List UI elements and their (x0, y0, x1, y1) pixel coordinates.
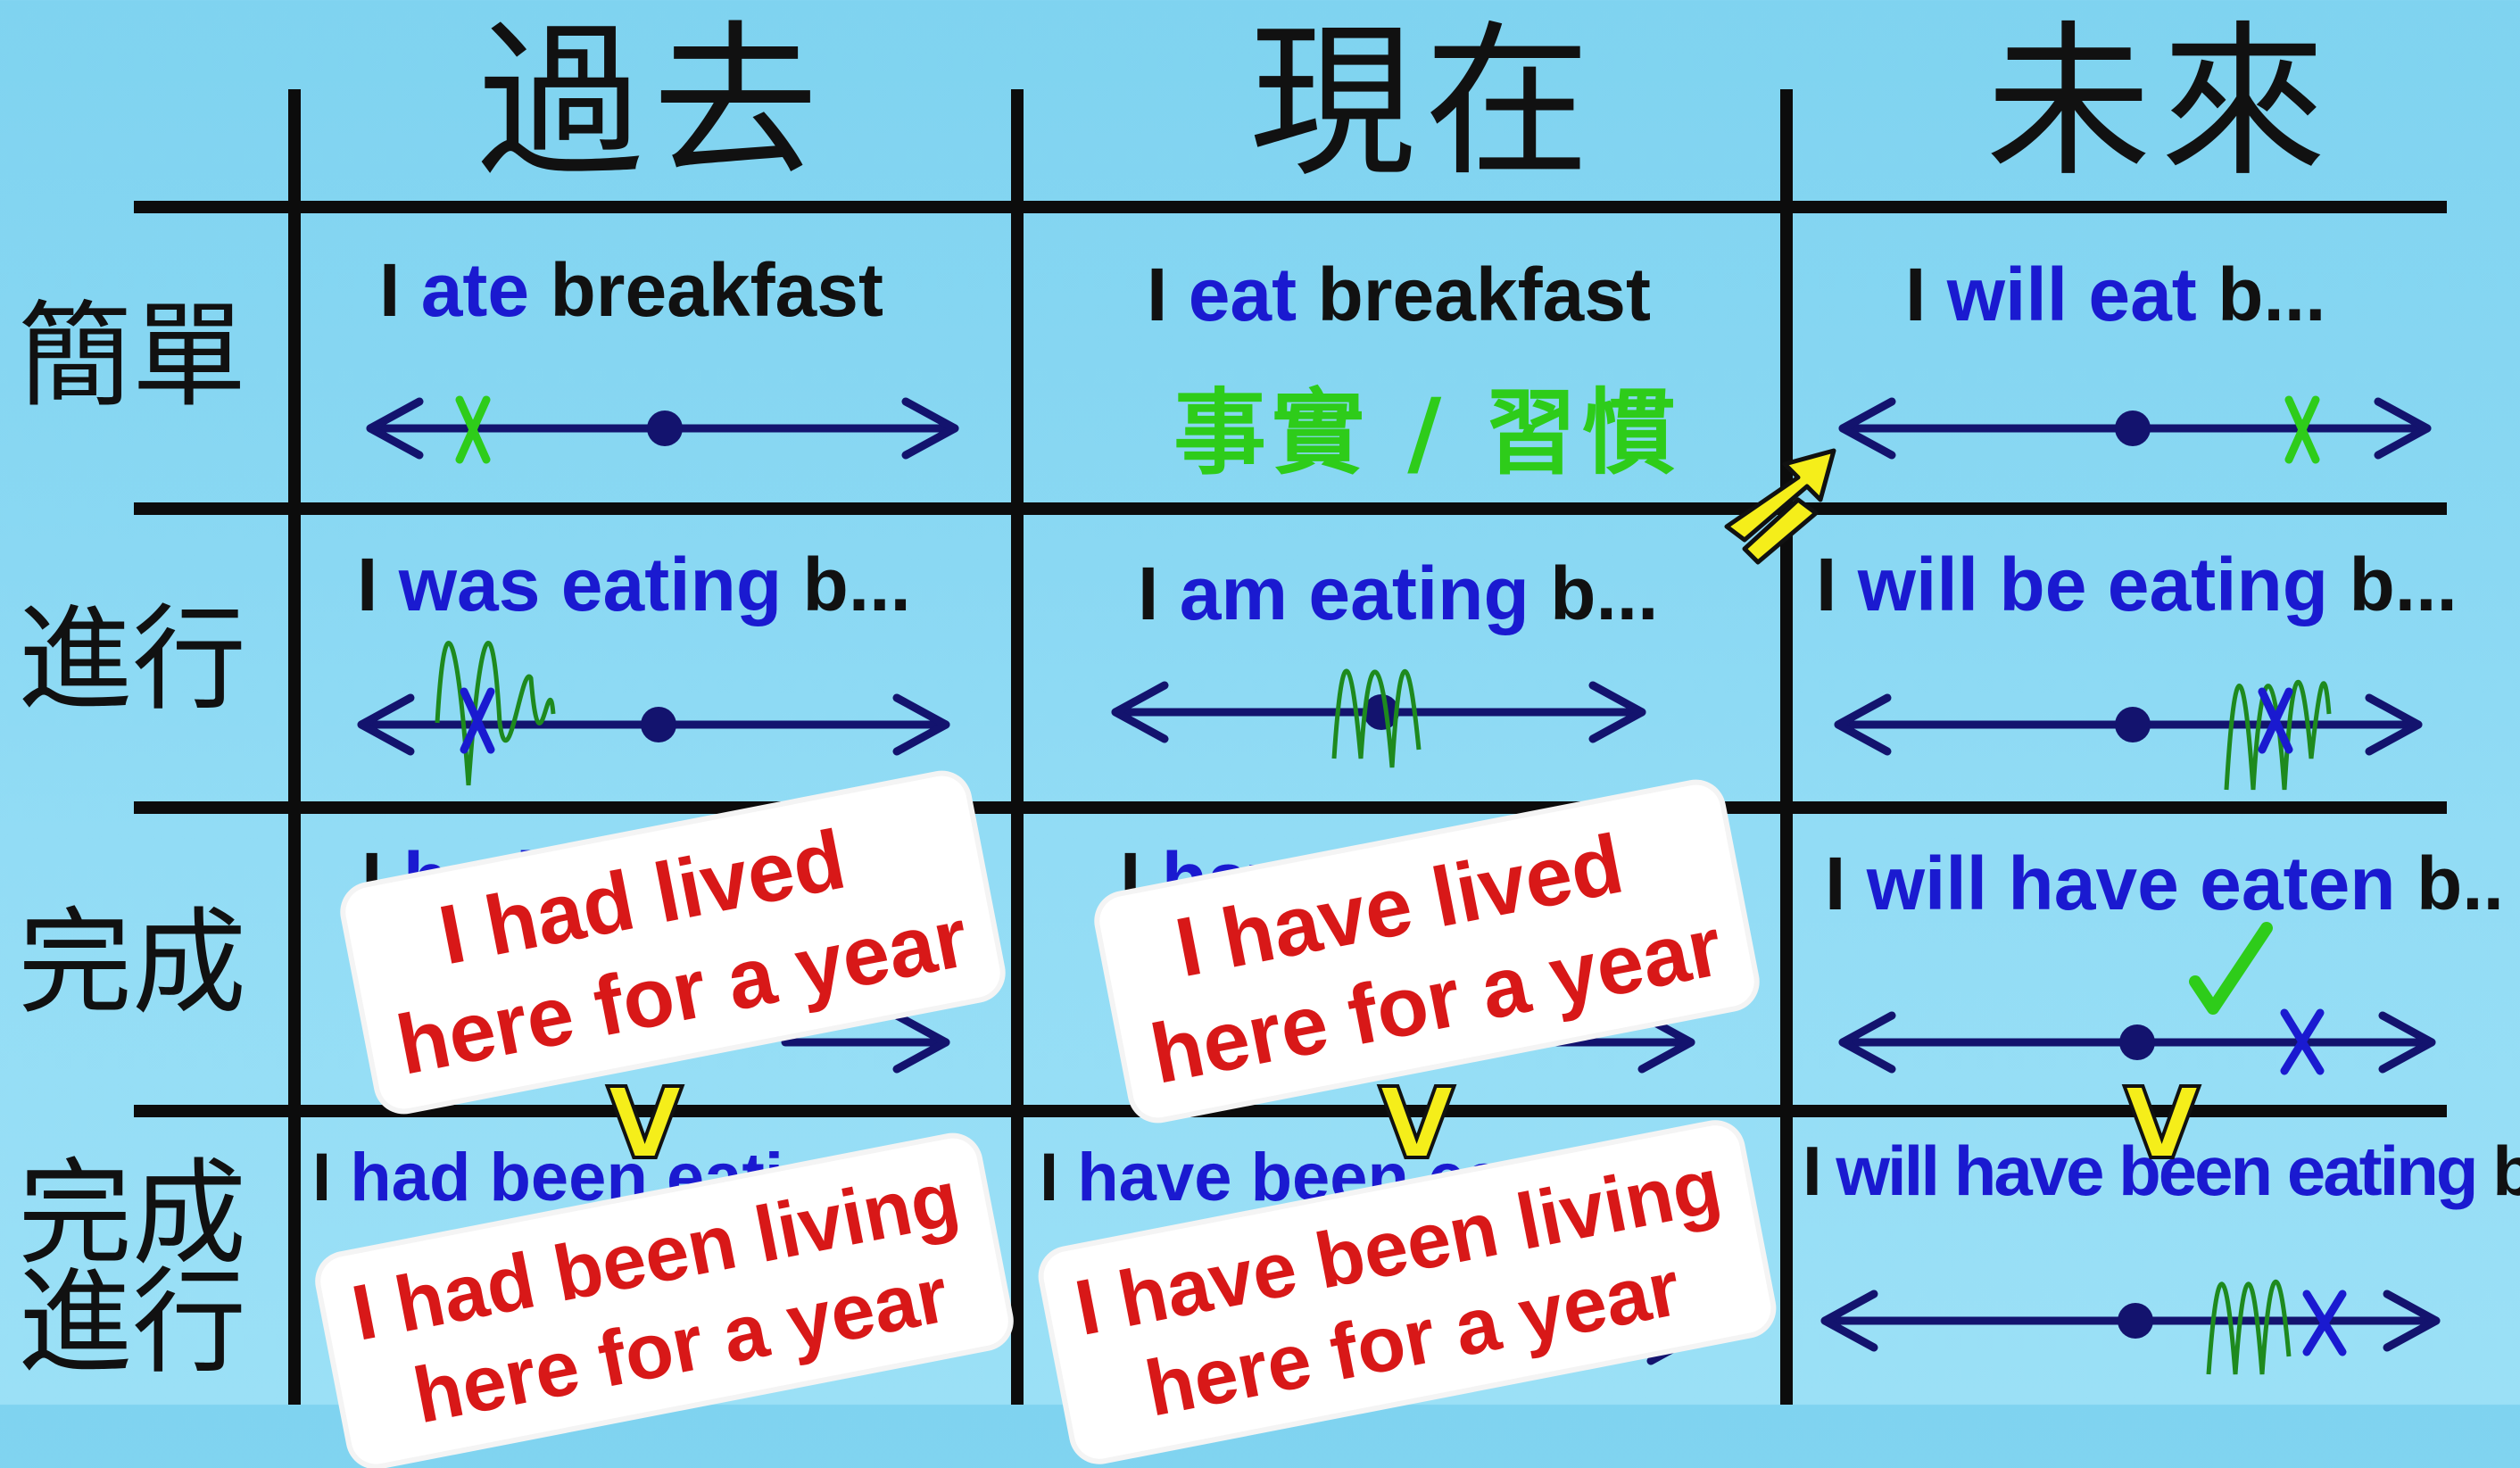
timeline-perf-future (1838, 1011, 2436, 1074)
row-label-progressive: 進行 (18, 593, 247, 726)
sentence-prog-future: I will be eating b... (1816, 543, 2458, 626)
sentence-perf-future: I will have eaten b.. (1825, 842, 2504, 925)
sentence-pp-future: I will have been eating b... (1803, 1132, 2520, 1210)
x-mark-prog-past (460, 687, 495, 754)
v-mark-past: V (605, 1065, 684, 1182)
wave-pp-future (2206, 1279, 2292, 1375)
now-dot (647, 411, 683, 446)
check-mark-perf-future (2189, 922, 2273, 1015)
grid-lines (134, 89, 2447, 1405)
timeline-simple-past (366, 397, 959, 460)
x-mark-prog-future (2258, 687, 2293, 754)
note-fact-habit: 事實 / 習慣 (1173, 378, 1681, 487)
sentence-simple-future: I will eat b... (1905, 253, 2326, 336)
timeline-simple-future (1838, 397, 2432, 460)
wave-prog-future (2224, 679, 2332, 791)
sentence-prog-present: I am eating b... (1138, 552, 1659, 635)
v-mark-future: V (2122, 1065, 2201, 1182)
row-label-simple: 簡單 (18, 290, 247, 423)
timeline-prog-future (1834, 693, 2423, 756)
x-mark-simple-future (2284, 395, 2320, 464)
timeline-pp-future (1820, 1290, 2441, 1352)
timeline-prog-present (1111, 681, 1646, 743)
header-present: 現在 (1249, 5, 1600, 199)
x-mark-pp-future (2302, 1290, 2347, 1356)
x-mark-perf-future (2280, 1008, 2325, 1075)
yellow-arrow-icon (1724, 448, 1836, 565)
v-mark-present: V (1377, 1065, 1456, 1182)
header-past: 過去 (477, 5, 828, 199)
row-label-perfect-progressive: 完成 進行 (18, 1148, 247, 1389)
timeline-prog-past (357, 693, 950, 756)
wave-prog-past (435, 641, 556, 786)
wave-prog-present (1331, 668, 1422, 768)
tense-chart: 過去 現在 未來 簡單 進行 完成 完成 進行 I ate breakfast … (18, 5, 2520, 1440)
now-dot (2115, 707, 2151, 742)
now-dot (2118, 1303, 2153, 1339)
header-future: 未來 (1985, 5, 2336, 199)
now-dot (641, 707, 676, 742)
sentence-simple-present: I eat breakfast (1147, 253, 1651, 336)
row-label-perfect: 完成 (18, 897, 247, 1030)
now-dot (1364, 694, 1399, 730)
sentence-prog-past: I was eating b... (357, 543, 911, 626)
now-dot (2115, 411, 2151, 446)
x-mark-simple-past (455, 395, 491, 464)
now-dot (2119, 1024, 2155, 1060)
sentence-simple-past: I ate breakfast (379, 248, 883, 332)
